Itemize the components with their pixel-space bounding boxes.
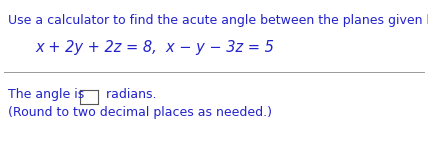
Text: x + 2y + 2z = 8,  x − y − 3z = 5: x + 2y + 2z = 8, x − y − 3z = 5 [35,40,274,55]
Text: (Round to two decimal places as needed.): (Round to two decimal places as needed.) [8,106,272,119]
Text: The angle is: The angle is [8,88,88,101]
Text: Use a calculator to find the acute angle between the planes given below.: Use a calculator to find the acute angle… [8,14,428,27]
Text: radians.: radians. [102,88,157,101]
